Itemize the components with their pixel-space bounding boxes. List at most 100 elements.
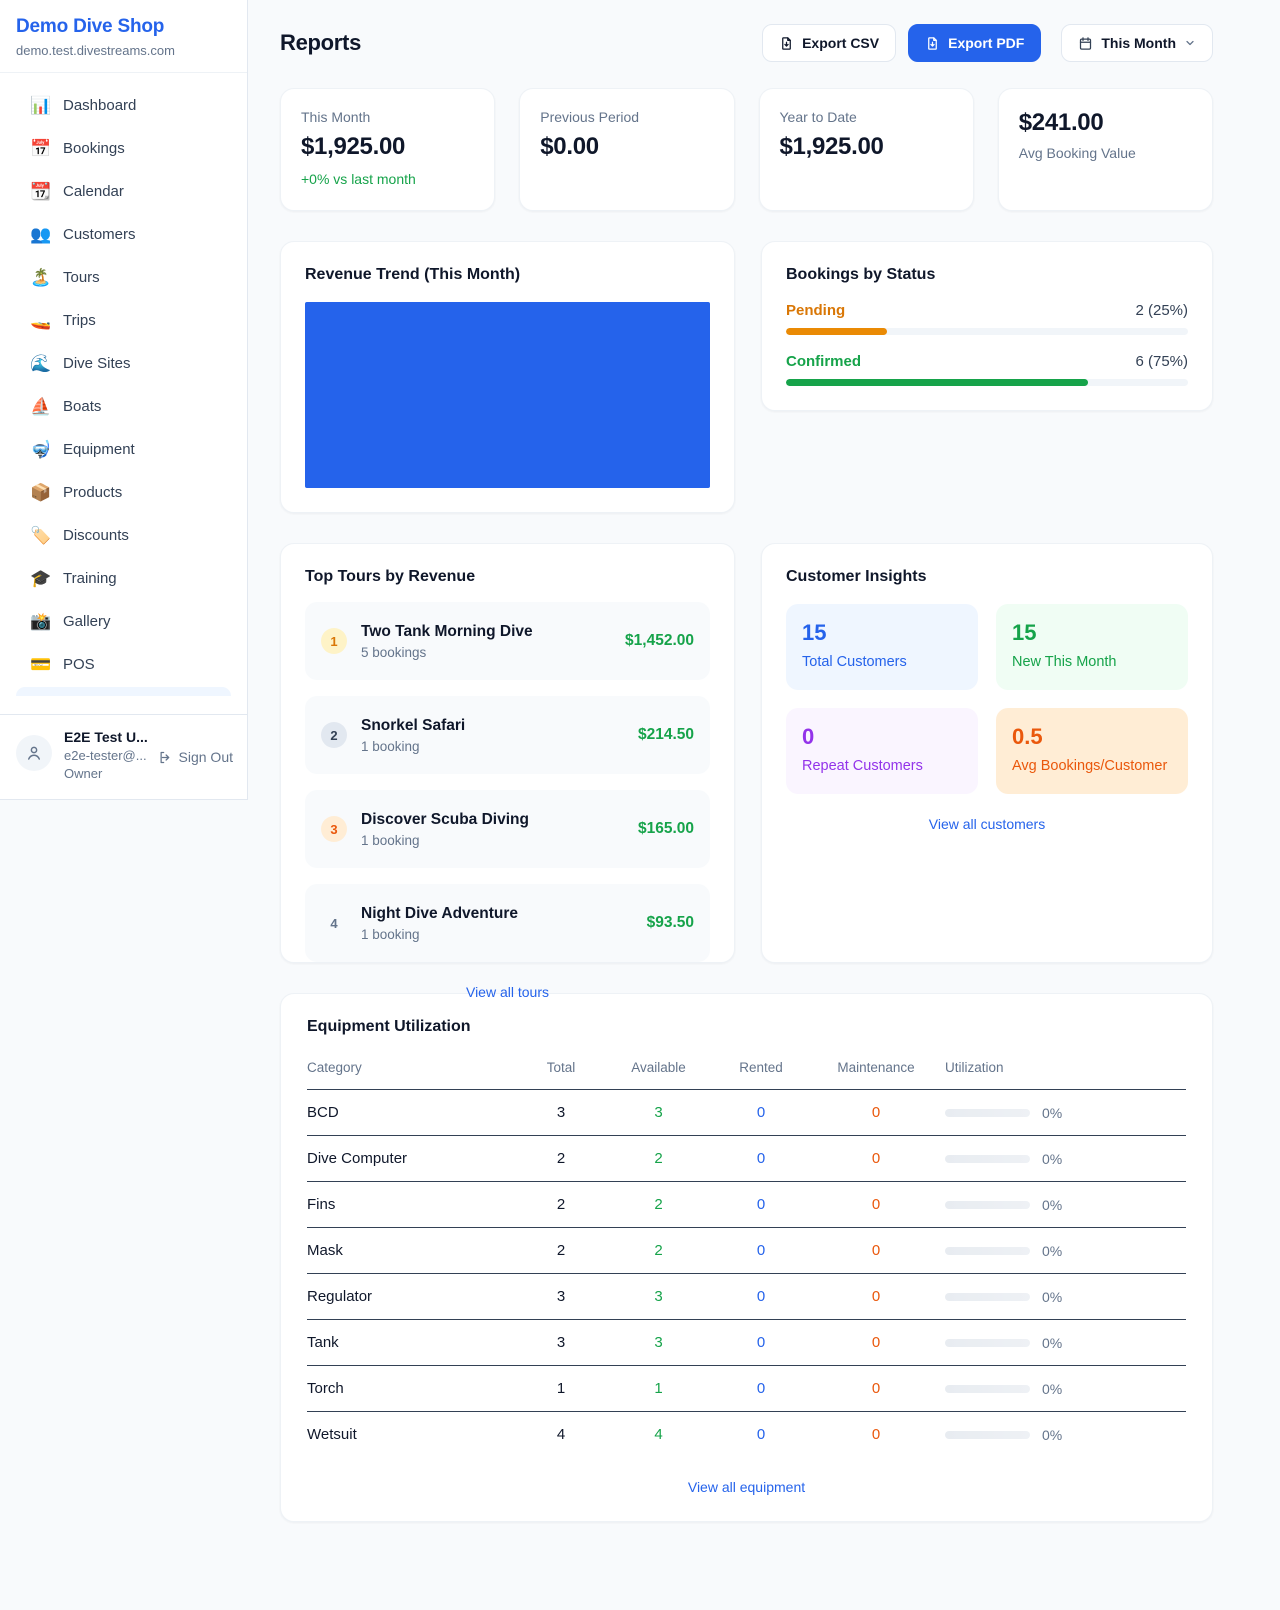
dive-mask-icon: 🤿 — [30, 439, 52, 459]
sidebar-item-customers[interactable]: 👥 Customers — [8, 214, 239, 255]
sidebar-item-label: Dive Sites — [63, 355, 131, 372]
view-all-equipment-link[interactable]: View all equipment — [687, 1479, 806, 1495]
rank-badge: 3 — [321, 816, 347, 842]
cell-rented: 0 — [711, 1227, 811, 1274]
calendar-icon — [1078, 36, 1093, 51]
stat-label: Avg Booking Value — [1018, 145, 1136, 161]
column-header: Utilization — [941, 1050, 1186, 1090]
cell-maintenance: 0 — [811, 1181, 941, 1228]
tile-avg-bookings: 0.5 Avg Bookings/Customer — [996, 708, 1188, 794]
sign-out-label: Sign Out — [178, 749, 233, 765]
sidebar-item-label: Products — [63, 484, 123, 501]
sidebar-item-calendar[interactable]: 📆 Calendar — [8, 171, 239, 212]
stat-value: $1,925.00 — [301, 133, 406, 160]
customer-insights-panel: Customer Insights 15 Total Customers 15 … — [761, 543, 1213, 963]
sidebar-item-training[interactable]: 🎓 Training — [8, 558, 239, 599]
sidebar-item-discounts[interactable]: 🏷️ Discounts — [8, 515, 239, 556]
tile-number: 0.5 — [1012, 724, 1043, 749]
bookings-by-status-title: Bookings by Status — [786, 266, 936, 283]
bookings-by-status-panel: Bookings by Status Pending 2 (25%) Confi… — [761, 241, 1213, 411]
cell-total: 4 — [556, 1426, 566, 1443]
revenue-trend-chart — [305, 302, 710, 488]
avatar — [16, 735, 52, 771]
sign-out-icon — [158, 750, 173, 765]
cell-utilization: 0% — [941, 1319, 1186, 1366]
utilization-bar — [945, 1292, 1030, 1301]
sidebar-item-dashboard[interactable]: 📊 Dashboard — [8, 85, 239, 126]
tour-name: Discover Scuba Diving — [361, 810, 529, 828]
cell-total: 3 — [516, 1089, 606, 1136]
sidebar-item-products[interactable]: 📦 Products — [8, 472, 239, 513]
column-header: Rented — [711, 1050, 811, 1090]
credit-card-icon: 💳 — [30, 654, 52, 674]
sidebar-item-label: Dashboard — [63, 97, 137, 114]
cell-rented: 0 — [756, 1426, 766, 1443]
utilization-percent: 0% — [1042, 1380, 1063, 1397]
status-row-pending: Pending 2 (25%) — [786, 302, 1188, 335]
cell-maintenance: 0 — [811, 1089, 941, 1136]
cell-maintenance: 0 — [811, 1319, 941, 1366]
tour-list-item[interactable]: 3 Discover Scuba Diving 1 booking $165.0… — [305, 790, 710, 868]
cell-utilization: 0% — [941, 1273, 1186, 1320]
tour-list-item[interactable]: 4 Night Dive Adventure 1 booking $93.50 — [305, 884, 710, 962]
utilization-percent: 0% — [1042, 1242, 1063, 1259]
sidebar-item-trips[interactable]: 🚤 Trips — [8, 300, 239, 341]
cell-available: 2 — [606, 1227, 711, 1274]
sidebar-item-equipment[interactable]: 🤿 Equipment — [8, 429, 239, 470]
stat-card-year-to-date: Year to Date $1,925.00 — [758, 88, 974, 211]
stat-value: $0.00 — [540, 133, 599, 160]
sidebar-item-label: Discounts — [63, 527, 129, 544]
cell-category: Torch — [307, 1365, 516, 1412]
sidebar-item-label: Equipment — [63, 441, 135, 458]
export-csv-button[interactable]: Export CSV — [762, 24, 897, 62]
sidebar-item-boats[interactable]: ⛵ Boats — [8, 386, 239, 427]
tour-revenue: $214.50 — [637, 726, 694, 743]
tour-name: Snorkel Safari — [361, 716, 466, 734]
insight-tiles: 15 Total Customers 15 New This Month 0 R… — [786, 604, 1188, 794]
period-label: This Month — [1101, 35, 1176, 51]
status-bar-fill — [786, 379, 1088, 386]
export-pdf-button[interactable]: Export PDF — [908, 24, 1042, 62]
sign-out-button[interactable]: Sign Out — [158, 749, 233, 765]
sidebar-item-bookings[interactable]: 📅 Bookings — [8, 128, 239, 169]
equipment-table: Category Total Available Rented Maintena… — [307, 1050, 1186, 1457]
sidebar-item-label: Training — [63, 570, 117, 587]
period-dropdown[interactable]: This Month — [1061, 24, 1213, 62]
tour-list-item[interactable]: 1 Two Tank Morning Dive 5 bookings $1,45… — [305, 602, 710, 680]
stat-label: Year to Date — [779, 109, 857, 125]
sidebar-item-pos[interactable]: 💳 POS — [8, 644, 239, 685]
cell-utilization: 0% — [941, 1089, 1186, 1136]
tour-bookings: 1 booking — [361, 738, 420, 754]
view-all-tours-link[interactable]: View all tours — [465, 984, 549, 1000]
revenue-trend-panel: Revenue Trend (This Month) — [280, 241, 735, 513]
user-email: e2e-tester@... — [64, 748, 147, 763]
cell-total: 3 — [516, 1319, 606, 1366]
tour-name: Night Dive Adventure — [361, 904, 519, 922]
tour-bookings: 1 booking — [361, 926, 420, 942]
sidebar-item-dive-sites[interactable]: 🌊 Dive Sites — [8, 343, 239, 384]
table-row: Regulator 3 3 0 0 0% — [307, 1273, 1186, 1320]
cell-utilization: 0% — [941, 1227, 1186, 1274]
table-row: Torch 1 1 0 0 0% — [307, 1365, 1186, 1412]
sidebar-header: Demo Dive Shop demo.test.divestreams.com — [0, 0, 247, 73]
desk-calendar-icon: 📆 — [30, 181, 52, 201]
camera-icon: 📸 — [30, 611, 52, 631]
tour-revenue: $165.00 — [637, 820, 694, 837]
sidebar-item-label: Customers — [63, 226, 136, 243]
user-name: E2E Test U... — [64, 729, 148, 745]
export-pdf-label: Export PDF — [948, 35, 1025, 51]
view-all-customers-link[interactable]: View all customers — [928, 816, 1046, 832]
sidebar-item-gallery[interactable]: 📸 Gallery — [8, 601, 239, 642]
table-row: Fins 2 2 0 0 0% — [307, 1181, 1186, 1228]
tour-revenue: $93.50 — [646, 914, 694, 931]
sidebar-item-reports-partial[interactable] — [16, 687, 231, 696]
tile-new-this-month: 15 New This Month — [996, 604, 1188, 690]
bar-chart-icon: 📊 — [30, 95, 52, 115]
table-row: Dive Computer 2 2 0 0 0% — [307, 1135, 1186, 1182]
tour-list-item[interactable]: 2 Snorkel Safari 1 booking $214.50 — [305, 696, 710, 774]
chevron-down-icon — [1184, 37, 1196, 49]
tile-number: 0 — [802, 724, 815, 749]
cell-rented: 0 — [711, 1089, 811, 1136]
sidebar-item-tours[interactable]: 🏝️ Tours — [8, 257, 239, 298]
stat-label: Previous Period — [540, 109, 640, 125]
